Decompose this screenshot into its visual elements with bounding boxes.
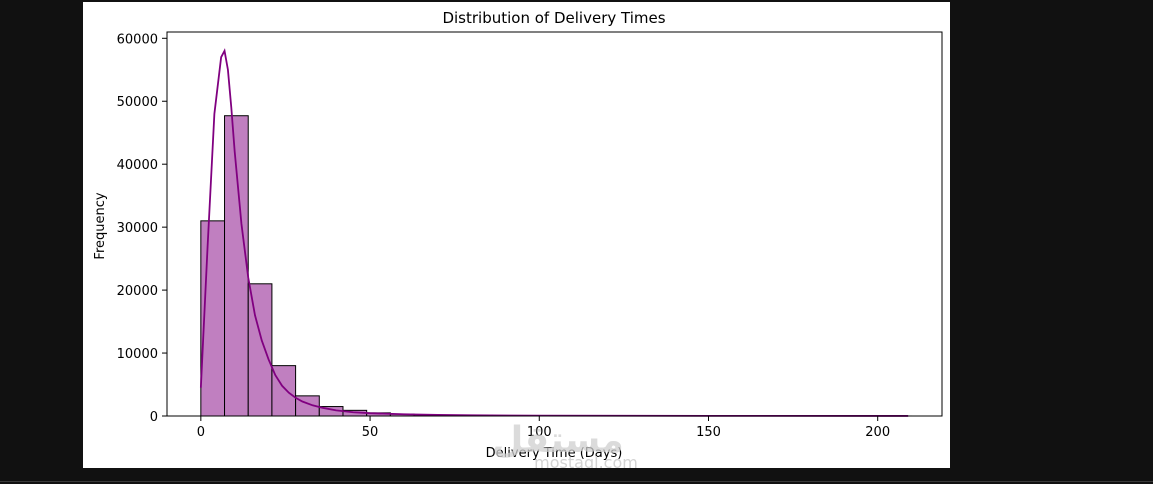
x-tick-label: 50	[362, 425, 379, 440]
y-tick-label: 10000	[117, 347, 158, 362]
histogram-bar	[247, 283, 273, 417]
watermark-url: mostaql.com	[534, 453, 638, 468]
y-tick-label: 60000	[117, 32, 158, 47]
y-tick-label: 20000	[117, 284, 158, 299]
x-axis-label: Delivery Time (Days)	[486, 446, 623, 461]
histogram-bar	[271, 365, 297, 417]
y-tick-label: 40000	[117, 158, 158, 173]
x-axis-ticks: 0 50 100 150 200	[197, 416, 890, 440]
kde-curve	[199, 48, 909, 417]
y-tick-label: 30000	[117, 221, 158, 236]
x-tick-label: 200	[865, 425, 890, 440]
watermark-logo: مستقل	[492, 420, 624, 461]
y-tick-label: 0	[150, 410, 158, 425]
bars-group	[200, 115, 913, 417]
x-tick-label: 100	[527, 425, 552, 440]
y-axis-ticks: 0 10000 20000 30000 40000 50000 60000	[117, 32, 167, 425]
x-tick-label: 0	[197, 425, 205, 440]
histogram-chart: Distribution of Delivery Times 0 50 100 150…	[93, 9, 943, 468]
y-tick-label: 50000	[117, 95, 158, 110]
window-bottom-border	[0, 481, 1153, 482]
x-tick-label: 150	[696, 425, 721, 440]
chart-title: Distribution of Delivery Times	[442, 9, 665, 27]
figure-canvas: Distribution of Delivery Times 0 50 100 150…	[83, 2, 950, 468]
y-axis-label: Frequency	[93, 192, 108, 259]
plot-frame	[166, 31, 943, 417]
